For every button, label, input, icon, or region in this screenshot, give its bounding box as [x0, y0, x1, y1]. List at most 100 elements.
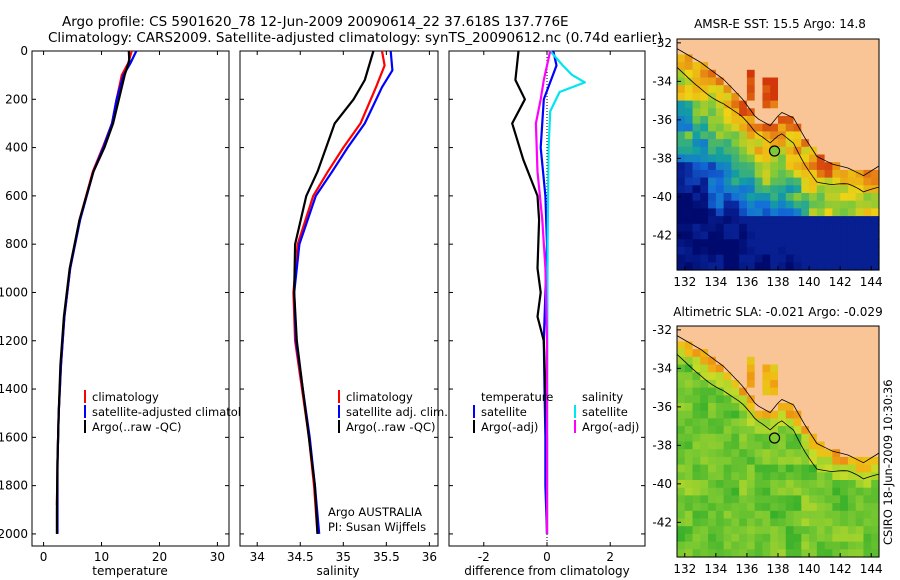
- map-cell: [840, 541, 849, 550]
- map-cell: [832, 262, 841, 271]
- map-cell: [723, 503, 732, 512]
- sst-map-title: AMSR-E SST: 15.5 Argo: 14.8: [694, 17, 866, 31]
- map-cell: [677, 146, 686, 156]
- map-cell: [677, 541, 686, 550]
- map-cell: [684, 46, 694, 55]
- map-cell: [785, 372, 795, 381]
- map-cell: [793, 239, 802, 248]
- map-cell: [684, 480, 694, 489]
- map-cell: [731, 154, 740, 163]
- map-cell: [739, 62, 748, 71]
- map-cell: [793, 395, 802, 404]
- map-cell: [863, 54, 872, 63]
- map-cell: [832, 193, 841, 202]
- map-cell: [770, 108, 779, 117]
- map-cell: [816, 92, 826, 102]
- map-cell: [677, 100, 686, 109]
- map-cell: [754, 262, 764, 271]
- map-cell: [677, 223, 686, 233]
- shelf-contour: [676, 67, 880, 193]
- map-cell: [708, 193, 717, 202]
- map-cell: [770, 146, 779, 156]
- map-xtick-label: 134: [704, 275, 727, 289]
- map-cell: [816, 108, 826, 117]
- map-cell: [863, 456, 872, 466]
- map-cell: [715, 449, 725, 458]
- map-cell: [762, 356, 771, 366]
- argo-float-marker: [768, 432, 781, 444]
- map-cell: [708, 433, 717, 443]
- map-cell: [816, 254, 826, 263]
- map-cell: [754, 472, 764, 481]
- map-cell: [801, 464, 810, 473]
- map-cell: [778, 162, 787, 171]
- map-cell: [847, 410, 857, 419]
- difference-legend: temperature satellite Argo(-adj) salinit…: [473, 390, 639, 434]
- map-ytick-label: -40: [652, 190, 672, 204]
- map-cell: [793, 495, 802, 504]
- difference-plot-area: -2 0 2: [449, 50, 645, 564]
- map-cell: [863, 131, 872, 140]
- map-cell: [863, 533, 872, 543]
- map-cell: [824, 77, 833, 86]
- map-cell: [739, 116, 748, 125]
- map-cell: [855, 379, 865, 389]
- map-cell: [700, 216, 709, 225]
- map-cell: [770, 326, 779, 335]
- map-cell: [809, 403, 818, 412]
- map-cell: [871, 495, 880, 504]
- map-cell: [684, 177, 694, 186]
- map-cell: [801, 533, 810, 543]
- map-cell: [715, 208, 725, 217]
- map-cell: [809, 472, 818, 481]
- map-cell: [739, 100, 748, 109]
- map-cell: [723, 77, 732, 86]
- map-cell: [855, 92, 865, 102]
- map-cell: [793, 410, 802, 419]
- map-cell: [739, 169, 748, 179]
- map-cell: [677, 108, 686, 117]
- map-cell: [770, 169, 779, 179]
- map-cell: [700, 410, 709, 419]
- map-cell: [871, 372, 880, 381]
- map-cell: [847, 262, 857, 271]
- map-cell: [824, 387, 833, 396]
- map-cell: [723, 100, 732, 109]
- map-cell: [700, 333, 709, 342]
- map-cell: [739, 387, 748, 396]
- map-cell: [677, 77, 686, 86]
- map-cell: [684, 116, 694, 125]
- map-cell: [793, 123, 802, 132]
- map-cell: [832, 85, 841, 94]
- map-cell: [770, 480, 779, 489]
- map-cell: [824, 487, 833, 496]
- map-cell: [847, 216, 857, 225]
- map-cell: [863, 541, 872, 550]
- map-cell: [793, 92, 802, 102]
- map-cell: [692, 231, 701, 240]
- map-cell: [863, 85, 872, 94]
- map-cell: [677, 441, 686, 450]
- map-cell: [754, 54, 764, 63]
- map-cell: [692, 410, 701, 419]
- map-cell: [770, 100, 779, 109]
- map-cell: [739, 549, 748, 558]
- map-cell: [863, 495, 872, 504]
- map-cell: [731, 472, 740, 481]
- map-cell: [677, 433, 686, 443]
- map-cell: [762, 85, 771, 94]
- map-cell: [739, 341, 748, 350]
- map-cell: [824, 518, 833, 527]
- map-cell: [824, 216, 833, 225]
- map-cell: [715, 510, 725, 520]
- map-cell: [723, 193, 732, 202]
- map-cell: [754, 349, 764, 358]
- map-cell: [754, 92, 764, 102]
- map-cell: [708, 333, 717, 342]
- map-cell: [871, 449, 880, 458]
- map-cell: [840, 216, 849, 225]
- map-cell: [770, 216, 779, 225]
- map-cell: [793, 85, 802, 94]
- map-cell: [793, 533, 802, 543]
- map-cell: [677, 341, 686, 350]
